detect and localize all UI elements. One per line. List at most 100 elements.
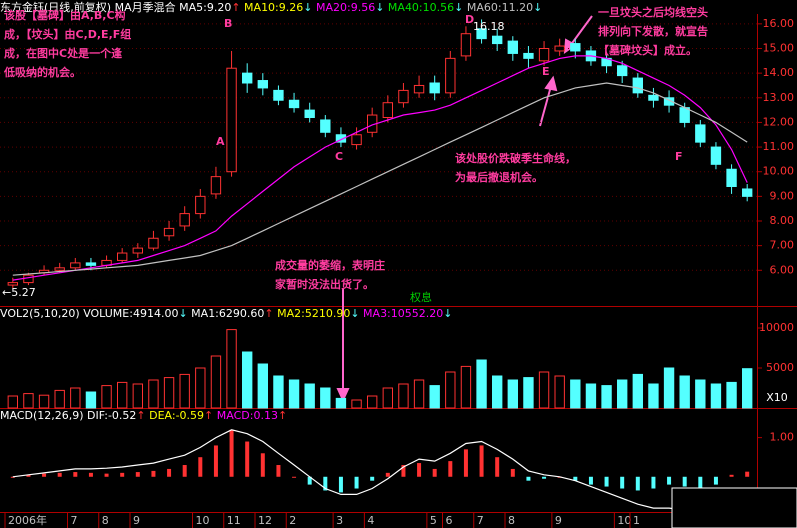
annotation: 该股【墓碑】由A,B,C构	[4, 8, 126, 22]
candle-body	[679, 107, 690, 123]
candle-body	[429, 82, 440, 94]
indicator-value: MA40:10.56	[388, 1, 454, 14]
point-label: E	[542, 65, 550, 78]
volume-bar	[304, 383, 315, 409]
candle-body	[117, 252, 128, 261]
volume-bar	[398, 383, 409, 409]
volume-bar	[710, 383, 722, 409]
volume-bar	[585, 383, 597, 409]
candle-body	[23, 274, 34, 284]
y-tick-label: 11.00	[763, 140, 795, 153]
candle-body	[710, 146, 722, 165]
volume-bar	[226, 329, 237, 409]
overlay-box	[671, 487, 797, 528]
volume-bar	[382, 387, 393, 409]
macd-bar	[73, 472, 78, 477]
point-label: D	[465, 13, 474, 26]
annotation: 为最后撤退机会。	[455, 170, 543, 184]
panel-title: MACD(12,26,9)	[0, 409, 84, 422]
candle-body	[132, 247, 143, 254]
macd-bar	[620, 476, 625, 489]
y-tick-label: 15.00	[763, 42, 795, 55]
point-label: A	[216, 135, 225, 148]
indicator-arrow: ↑	[264, 307, 273, 320]
macd-bar	[401, 465, 406, 477]
y-tick-label: 1.00	[770, 431, 795, 444]
candle-body	[398, 89, 409, 104]
y-tick-label: 7.00	[770, 239, 795, 252]
candle-body	[382, 102, 393, 119]
candle-body	[242, 72, 253, 84]
candle-body	[445, 57, 456, 94]
macd-bar	[245, 441, 250, 477]
indicator-arrow: ↓	[533, 1, 542, 14]
candle-body	[507, 40, 518, 54]
macd-bar	[729, 474, 734, 477]
candle-body	[163, 227, 175, 237]
macd-bar	[276, 465, 281, 477]
candle-body	[663, 97, 675, 106]
y-tick-label: 14.00	[763, 66, 795, 79]
panel-title: 东方金钰(日线,前复权)	[0, 0, 111, 14]
macd-bar	[198, 457, 203, 477]
macd-bar	[323, 476, 328, 491]
candle-body	[257, 80, 268, 89]
volume-bar	[210, 355, 222, 409]
macd-bar	[667, 476, 672, 485]
indicator-value: MA10:9.26	[244, 1, 303, 14]
point-label: B	[224, 17, 232, 30]
panel-header: MACD(12,26,9) DIF:-0.52↑ DEA:-0.59↑ MACD…	[0, 409, 287, 422]
candle-body	[320, 119, 331, 133]
candle-body	[726, 168, 737, 187]
indicator-value: MA5:9.20	[179, 1, 231, 14]
macd-bar	[526, 476, 531, 481]
macd-bar	[292, 476, 297, 478]
candle-body	[226, 67, 237, 173]
macd-bar	[495, 457, 500, 477]
volume-bar	[7, 395, 18, 409]
indicator-value: MA60:11.20	[467, 1, 533, 14]
macd-bar	[57, 472, 62, 477]
volume-bar	[695, 379, 706, 409]
x-tick-label: 3	[336, 514, 343, 527]
macd-bar	[10, 476, 15, 478]
annotation: ←5.27	[2, 286, 36, 299]
volume-bar	[351, 399, 362, 409]
x-tick-label: 11	[227, 514, 241, 527]
macd-bar	[682, 476, 687, 487]
candle-body	[70, 262, 81, 269]
volume-bar	[320, 387, 331, 409]
indicator-value: MA1:6290.60	[191, 307, 264, 320]
unit-label: X10	[766, 391, 788, 404]
annotation: 成交量的萎缩，表明庄	[275, 258, 385, 272]
panel-header: VOL2(5,10,20) VOLUME:4914.00↓ MA1:6290.6…	[0, 307, 452, 320]
indicator-arrow: ↑	[204, 409, 213, 422]
volume-bar	[429, 385, 440, 409]
indicator-arrow: ↓	[178, 307, 187, 320]
macd-bar	[448, 461, 453, 477]
macd-bar	[213, 445, 218, 477]
candle-body	[554, 45, 565, 52]
volume-bar	[132, 383, 143, 409]
macd-bar	[260, 453, 265, 477]
volume-bar	[648, 383, 659, 409]
macd-bar	[229, 429, 234, 477]
volume-bar	[148, 379, 159, 409]
annotation: 该处股价跌破季生命线，	[455, 151, 576, 165]
candle-body	[273, 89, 284, 101]
volume-bar	[554, 375, 565, 409]
candle-body	[54, 267, 65, 271]
point-label: C	[335, 150, 343, 163]
annotation: 家暂时没法出货了。	[275, 277, 374, 291]
y-tick-label: 10.00	[763, 165, 795, 178]
candle-body	[460, 33, 472, 57]
y-tick-label: 12.00	[763, 115, 795, 128]
volume-bar	[54, 389, 65, 409]
candle-body	[288, 99, 300, 109]
volume-bar	[523, 377, 534, 409]
indicator-value: MA2:5210.90	[277, 307, 350, 320]
indicator-arrow: ↑	[136, 409, 145, 422]
macd-bar	[713, 476, 718, 485]
panel-header: 东方金钰(日线,前复权) MA月季混合 MA5:9.20↑ MA10:9.26↓…	[0, 0, 542, 14]
